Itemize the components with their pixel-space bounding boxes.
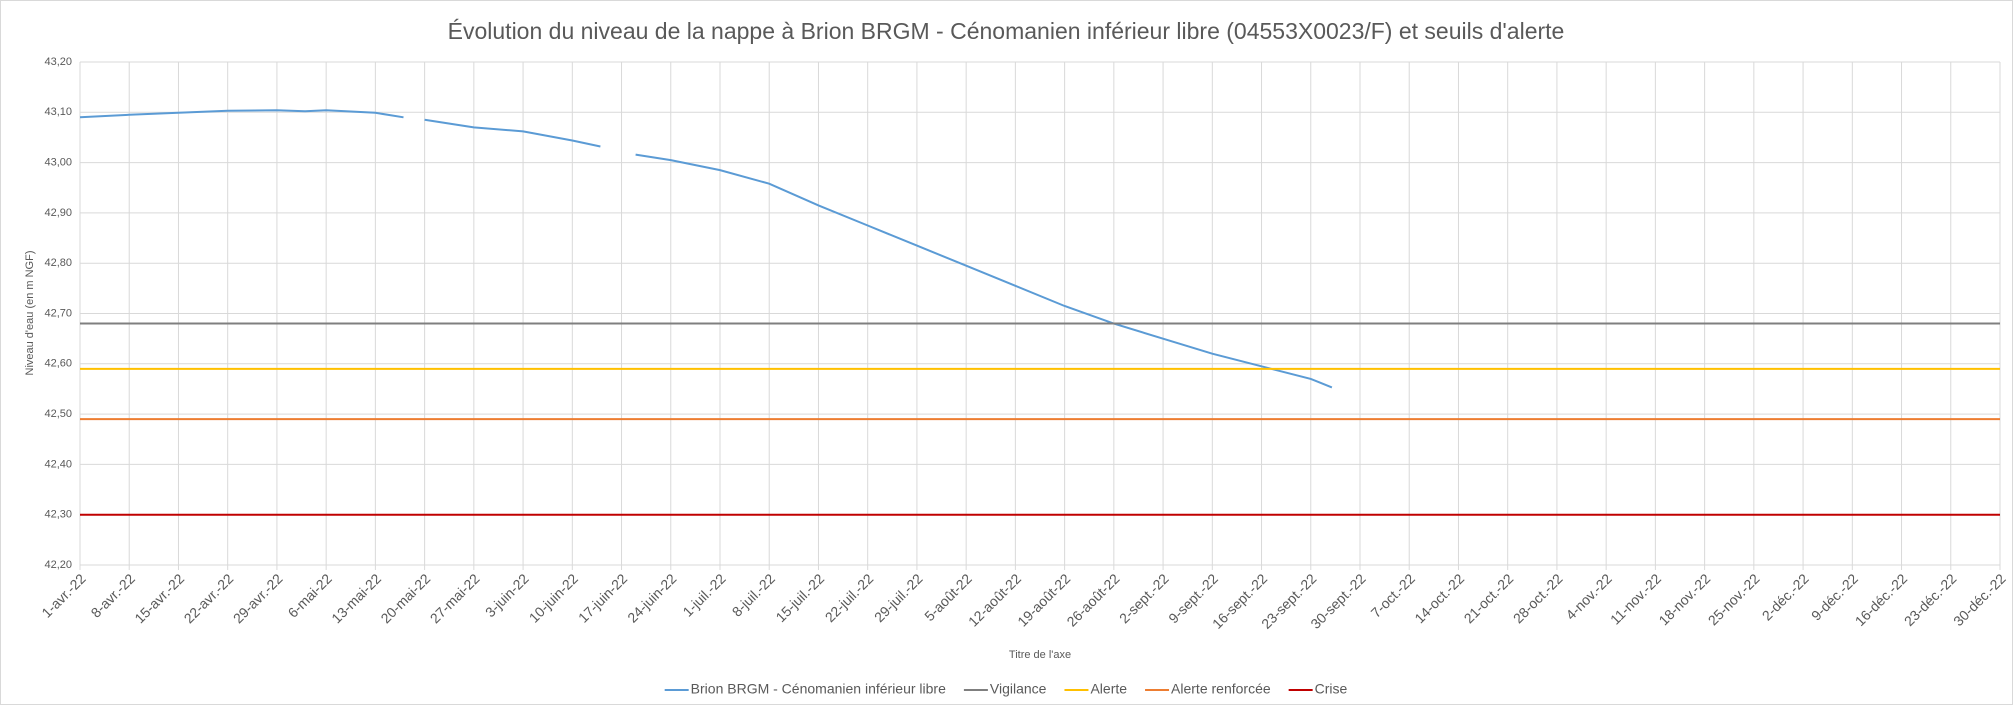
y-tick-label: 42,70 — [44, 307, 72, 319]
y-tick-label: 42,60 — [44, 358, 72, 370]
data-line — [635, 153, 1333, 389]
data-line — [79, 109, 404, 119]
y-tick-label: 42,20 — [44, 559, 72, 571]
y-tick-label: 42,30 — [44, 509, 72, 521]
legend-label: Alerte renforcée — [1171, 681, 1271, 697]
y-tick-label: 42,90 — [44, 207, 72, 219]
x-axis-title: Titre de l'axe — [1009, 649, 1071, 661]
legend-label: Alerte — [1090, 681, 1127, 697]
legend-label: Crise — [1315, 681, 1348, 697]
legend-label: Vigilance — [990, 681, 1047, 697]
data-line — [424, 118, 601, 148]
y-tick-label: 43,00 — [44, 157, 72, 169]
y-tick-label: 43,10 — [44, 106, 72, 118]
legend-label: Brion BRGM - Cénomanien inférieur libre — [691, 681, 946, 697]
y-tick-label: 43,20 — [44, 56, 72, 68]
chart-title: Évolution du niveau de la nappe à Brion … — [448, 18, 1565, 44]
y-tick-label: 42,80 — [44, 257, 72, 269]
y-axis-title: Niveau d'eau (en m NGF) — [24, 251, 36, 376]
y-tick-label: 42,40 — [44, 458, 72, 470]
y-tick-label: 42,50 — [44, 408, 72, 420]
